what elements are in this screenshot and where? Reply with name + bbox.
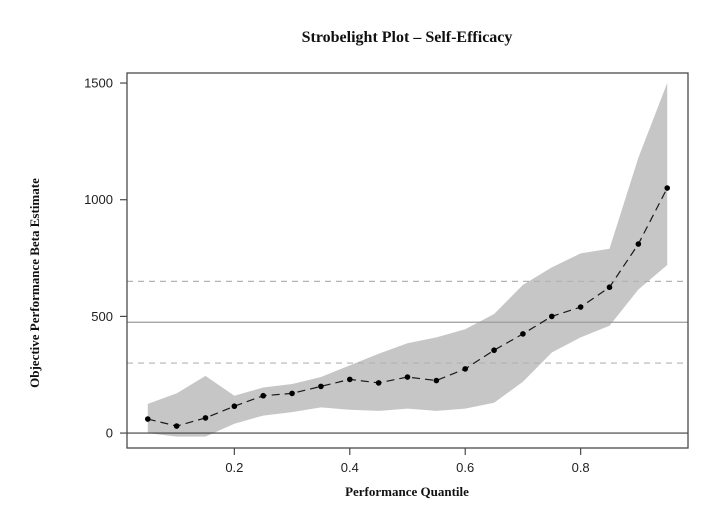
data-point (635, 241, 642, 247)
data-point (289, 390, 295, 397)
y-tick-label: 1500 (84, 76, 113, 91)
data-point (491, 347, 497, 354)
data-point (202, 415, 209, 421)
data-point (231, 403, 238, 410)
y-axis-label: Objective Performance Beta Estimate (27, 178, 42, 388)
data-point (144, 416, 151, 422)
data-point (318, 383, 324, 390)
confidence-band (147, 83, 668, 437)
data-point (375, 380, 382, 386)
chart-title: Strobelight Plot – Self-Efficacy (302, 29, 513, 46)
data-point (404, 374, 411, 380)
data-point (548, 313, 555, 320)
data-point (173, 423, 180, 429)
x-axis-label: Performance Quantile (345, 484, 469, 499)
x-tick-label: 0.8 (572, 460, 590, 475)
x-tick-label: 0.2 (225, 460, 243, 475)
x-tick-label: 0.4 (341, 460, 359, 475)
y-tick-label: 500 (91, 309, 113, 324)
data-point (260, 392, 267, 399)
data-point (664, 185, 671, 191)
data-point (433, 377, 440, 384)
data-point (520, 331, 526, 337)
y-tick-label: 0 (106, 426, 113, 441)
y-tick-label: 1000 (84, 192, 113, 207)
data-point (606, 284, 613, 291)
chart-layers: 0.2 0.4 0.6 0.8 0 500 1000 1500 (84, 72, 689, 475)
x-tick-label: 0.6 (456, 460, 474, 475)
data-point (462, 366, 469, 372)
data-point (577, 304, 584, 310)
data-point (346, 376, 353, 383)
plot-frame (126, 72, 689, 449)
